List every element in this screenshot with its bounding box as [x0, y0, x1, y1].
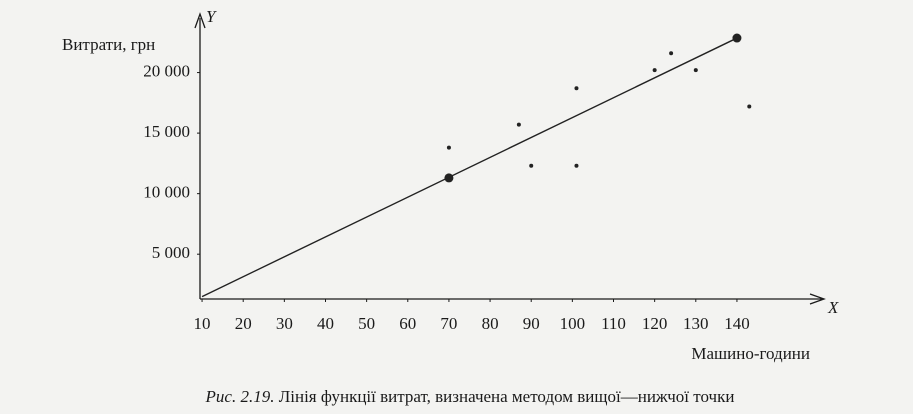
x-tick-label: 40 [317, 314, 334, 333]
y-axis-name: Y [206, 7, 217, 26]
x-tick-label: 80 [482, 314, 499, 333]
data-point [747, 104, 752, 109]
x-arrow [809, 293, 826, 305]
x-tick-label: 10 [194, 314, 211, 333]
x-tick-label: 120 [642, 314, 668, 333]
y-tick-label: 20 000 [143, 61, 190, 80]
x-axis-label: Машино-години [691, 344, 810, 363]
y-axis-label: Витрати, грн [62, 35, 155, 54]
y-tick-label: 10 000 [143, 183, 190, 202]
data-point [516, 122, 521, 127]
x-tick-label: 110 [601, 314, 626, 333]
x-tick-label: 50 [358, 314, 375, 333]
x-tick-label: 30 [276, 314, 293, 333]
x-axis-name: X [827, 298, 839, 317]
data-point [574, 163, 579, 168]
x-tick-label: 130 [683, 314, 709, 333]
y-tick-label: 15 000 [143, 122, 190, 141]
x-tick-label: 90 [523, 314, 540, 333]
data-point [652, 68, 657, 73]
x-tick-label: 20 [235, 314, 252, 333]
caption-label: Рис. 2.19. [205, 387, 275, 406]
x-tick-label: 60 [399, 314, 416, 333]
x-tick-label: 70 [440, 314, 457, 333]
data-point [529, 163, 534, 168]
high-low-point [444, 173, 454, 183]
x-tick-label: 140 [724, 314, 750, 333]
data-point [574, 86, 579, 91]
high-low-point [732, 33, 742, 43]
caption: Рис. 2.19. Лінія функції витрат, визначе… [205, 387, 735, 406]
y-arrow [194, 12, 206, 29]
cost-line [201, 37, 738, 298]
data-point [669, 51, 674, 56]
data-point [693, 68, 698, 73]
caption-text: Лінія функції витрат, визначена методом … [279, 387, 735, 406]
x-tick-label: 100 [560, 314, 586, 333]
y-tick-label: 5 000 [152, 243, 190, 262]
data-point [446, 145, 451, 150]
